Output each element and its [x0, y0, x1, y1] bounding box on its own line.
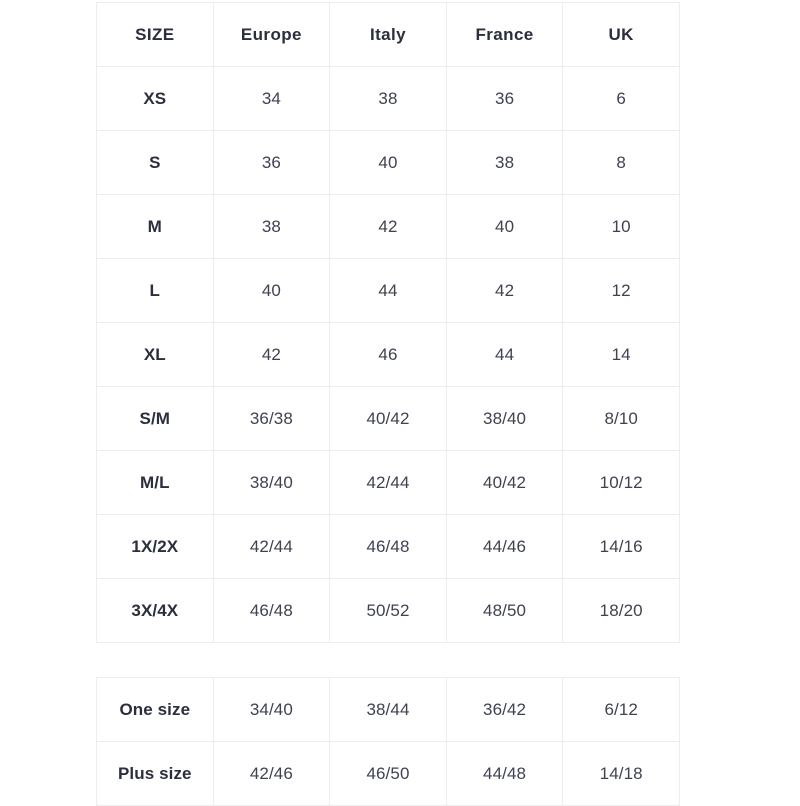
size-value-france: 48/50	[445, 578, 564, 643]
size-value-italy: 42/44	[329, 450, 447, 515]
table-row: 3X/4X 46/48 50/52 48/50 18/20	[96, 578, 680, 643]
size-value-france: 36	[445, 66, 564, 131]
table-row: L 40 44 42 12	[96, 258, 680, 323]
table-row: M/L 38/40 42/44 40/42 10/12	[96, 450, 680, 515]
size-label: XS	[96, 66, 214, 131]
size-value-europe: 38/40	[212, 450, 331, 515]
size-value-europe: 46/48	[212, 578, 331, 643]
size-value-france: 44/48	[445, 741, 564, 806]
table-row: XS 34 38 36 6	[96, 66, 680, 131]
size-value-uk: 18/20	[562, 578, 680, 643]
size-label: S/M	[96, 386, 214, 451]
table-row: S/M 36/38 40/42 38/40 8/10	[96, 386, 680, 451]
size-label: XL	[96, 322, 214, 387]
size-value-uk: 10/12	[562, 450, 680, 515]
size-value-italy: 46/50	[329, 741, 447, 806]
size-value-italy: 38/44	[329, 677, 447, 742]
size-value-italy: 50/52	[329, 578, 447, 643]
one-size-table-body: One size 34/40 38/44 36/42 6/12 Plus siz…	[96, 677, 680, 806]
size-value-uk: 8/10	[562, 386, 680, 451]
size-value-italy: 40	[329, 130, 447, 195]
size-value-uk: 6/12	[562, 677, 680, 742]
size-value-europe: 40	[212, 258, 331, 323]
size-value-italy: 46	[329, 322, 447, 387]
size-value-uk: 14	[562, 322, 680, 387]
size-value-europe: 34	[212, 66, 331, 131]
size-value-europe: 38	[212, 194, 331, 259]
size-label: Plus size	[96, 741, 214, 806]
size-label: One size	[96, 677, 214, 742]
table-row: S 36 40 38 8	[96, 130, 680, 195]
size-label: S	[96, 130, 214, 195]
size-value-france: 40	[445, 194, 564, 259]
size-value-europe: 36	[212, 130, 331, 195]
table-row: XL 42 46 44 14	[96, 322, 680, 387]
size-chart-container: SIZE Europe Italy France UK XS 34 38 36 …	[96, 2, 680, 806]
size-value-uk: 14/16	[562, 514, 680, 579]
size-value-france: 42	[445, 258, 564, 323]
size-value-italy: 42	[329, 194, 447, 259]
size-label: 3X/4X	[96, 578, 214, 643]
size-label: 1X/2X	[96, 514, 214, 579]
column-header-italy: Italy	[329, 2, 447, 67]
table-row: One size 34/40 38/44 36/42 6/12	[96, 677, 680, 742]
size-label: L	[96, 258, 214, 323]
size-value-europe: 42/46	[212, 741, 331, 806]
size-value-europe: 42/44	[212, 514, 331, 579]
table-row: Plus size 42/46 46/50 44/48 14/18	[96, 741, 680, 806]
size-value-italy: 46/48	[329, 514, 447, 579]
size-value-france: 36/42	[445, 677, 564, 742]
size-value-france: 38/40	[445, 386, 564, 451]
size-value-uk: 8	[562, 130, 680, 195]
table-row: 1X/2X 42/44 46/48 44/46 14/16	[96, 514, 680, 579]
column-header-size: SIZE	[96, 2, 214, 67]
size-value-italy: 38	[329, 66, 447, 131]
size-value-europe: 42	[212, 322, 331, 387]
size-value-uk: 14/18	[562, 741, 680, 806]
column-header-uk: UK	[562, 2, 680, 67]
size-label: M/L	[96, 450, 214, 515]
column-header-france: France	[445, 2, 564, 67]
table-header-row: SIZE Europe Italy France UK	[96, 2, 680, 67]
primary-table-body: SIZE Europe Italy France UK XS 34 38 36 …	[96, 2, 680, 643]
size-value-france: 44	[445, 322, 564, 387]
column-header-europe: Europe	[212, 2, 331, 67]
size-value-france: 40/42	[445, 450, 564, 515]
size-value-uk: 10	[562, 194, 680, 259]
size-value-uk: 12	[562, 258, 680, 323]
size-value-france: 44/46	[445, 514, 564, 579]
size-value-europe: 36/38	[212, 386, 331, 451]
size-label: M	[96, 194, 214, 259]
size-value-italy: 40/42	[329, 386, 447, 451]
size-value-italy: 44	[329, 258, 447, 323]
size-value-europe: 34/40	[212, 677, 331, 742]
primary-size-conversion-table: SIZE Europe Italy France UK XS 34 38 36 …	[96, 2, 680, 643]
size-value-uk: 6	[562, 66, 680, 131]
size-value-france: 38	[445, 130, 564, 195]
table-spacer	[96, 643, 680, 677]
one-size-conversion-table: One size 34/40 38/44 36/42 6/12 Plus siz…	[96, 677, 680, 806]
table-row: M 38 42 40 10	[96, 194, 680, 259]
